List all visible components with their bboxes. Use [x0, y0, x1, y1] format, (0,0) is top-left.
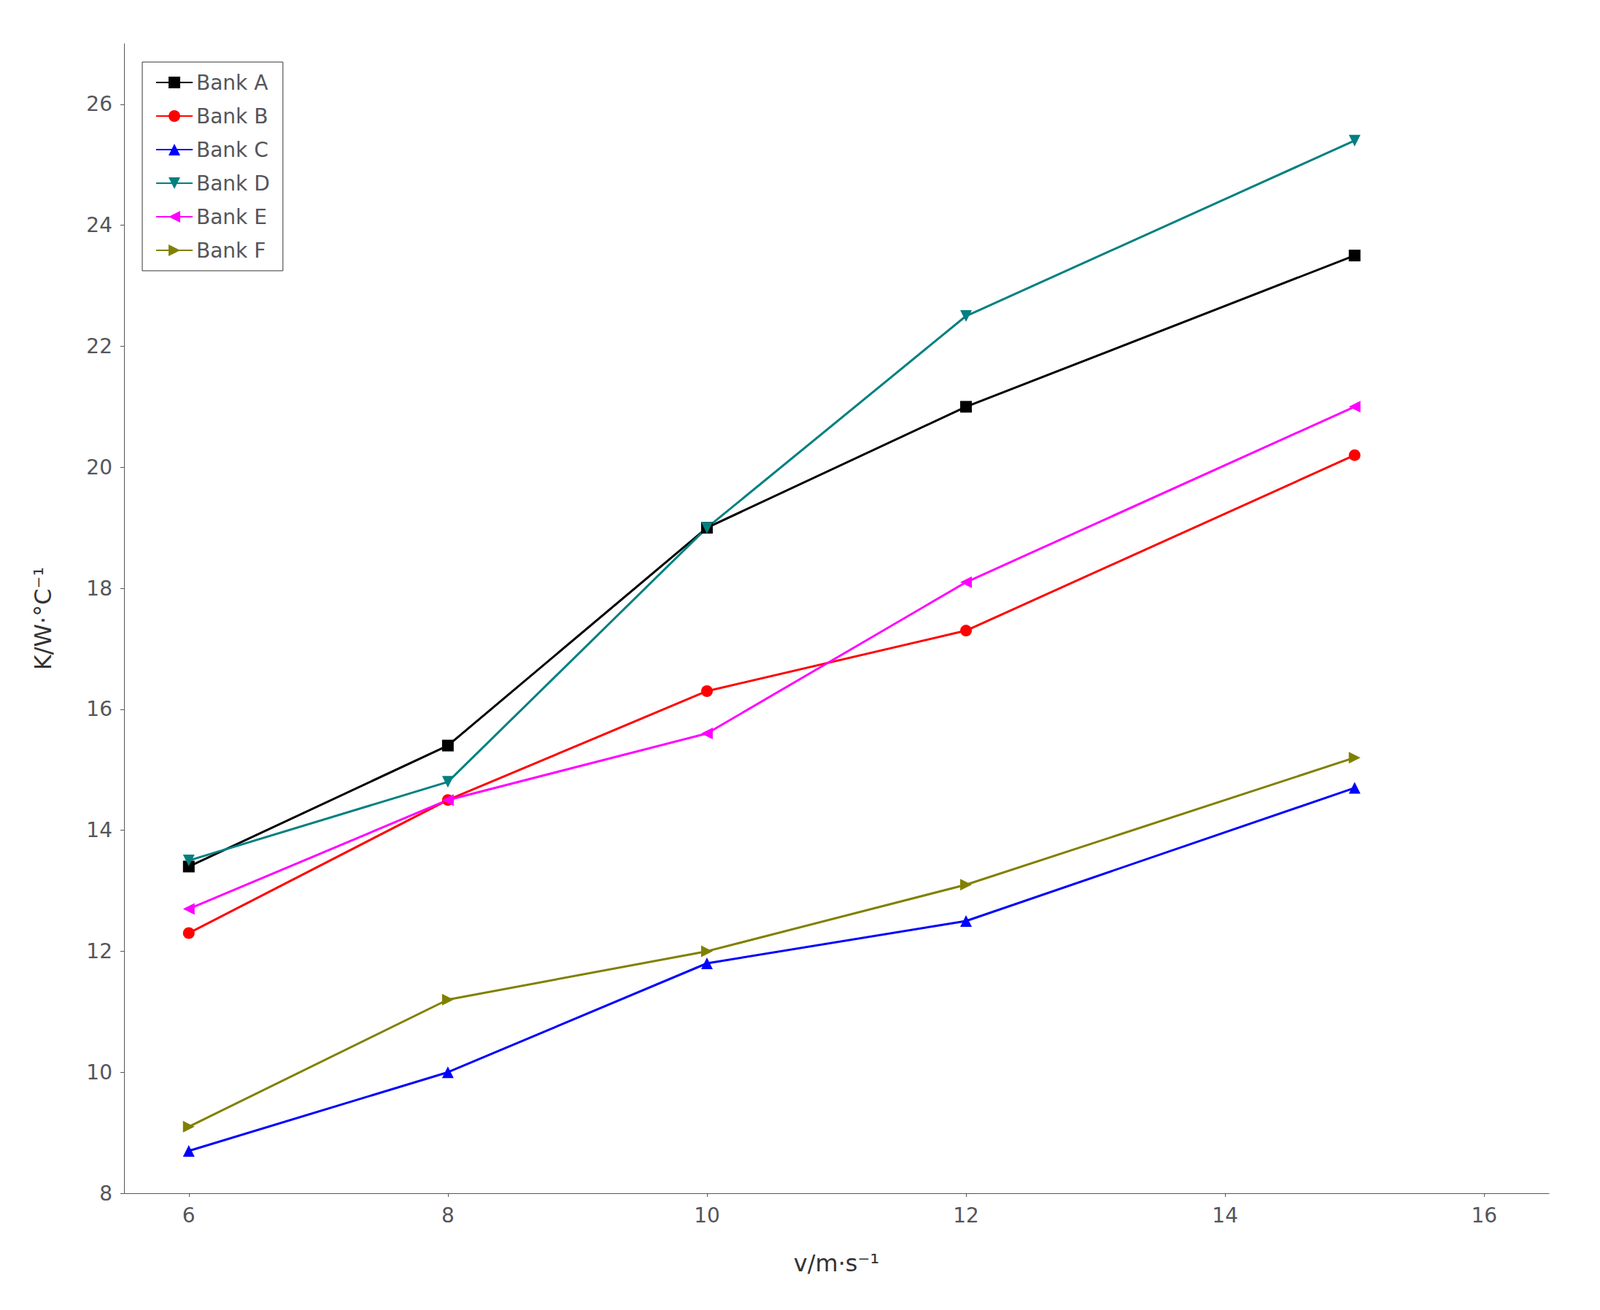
- svg-text:24: 24: [86, 213, 113, 238]
- svg-text:v/m·s⁻¹: v/m·s⁻¹: [793, 1249, 880, 1277]
- svg-text:Bank E: Bank E: [196, 205, 268, 230]
- svg-text:14: 14: [86, 817, 113, 842]
- svg-text:6: 6: [182, 1203, 196, 1228]
- svg-text:Bank F: Bank F: [196, 238, 266, 263]
- svg-text:12: 12: [86, 938, 113, 964]
- svg-text:Bank C: Bank C: [196, 137, 269, 162]
- svg-text:10: 10: [693, 1203, 721, 1228]
- svg-text:16: 16: [86, 696, 113, 721]
- svg-text:18: 18: [86, 576, 113, 601]
- svg-text:26: 26: [86, 91, 113, 117]
- svg-text:8: 8: [99, 1181, 113, 1206]
- svg-text:Bank B: Bank B: [196, 104, 268, 129]
- svg-text:K/W·°C⁻¹: K/W·°C⁻¹: [29, 566, 57, 671]
- svg-text:Bank D: Bank D: [196, 171, 270, 196]
- svg-text:8: 8: [441, 1203, 455, 1228]
- svg-text:14: 14: [1211, 1203, 1239, 1228]
- svg-text:12: 12: [952, 1203, 980, 1228]
- svg-text:16: 16: [1470, 1203, 1498, 1228]
- svg-text:20: 20: [86, 455, 113, 480]
- svg-text:10: 10: [86, 1060, 113, 1085]
- svg-text:22: 22: [86, 334, 113, 359]
- svg-text:Bank A: Bank A: [196, 70, 268, 95]
